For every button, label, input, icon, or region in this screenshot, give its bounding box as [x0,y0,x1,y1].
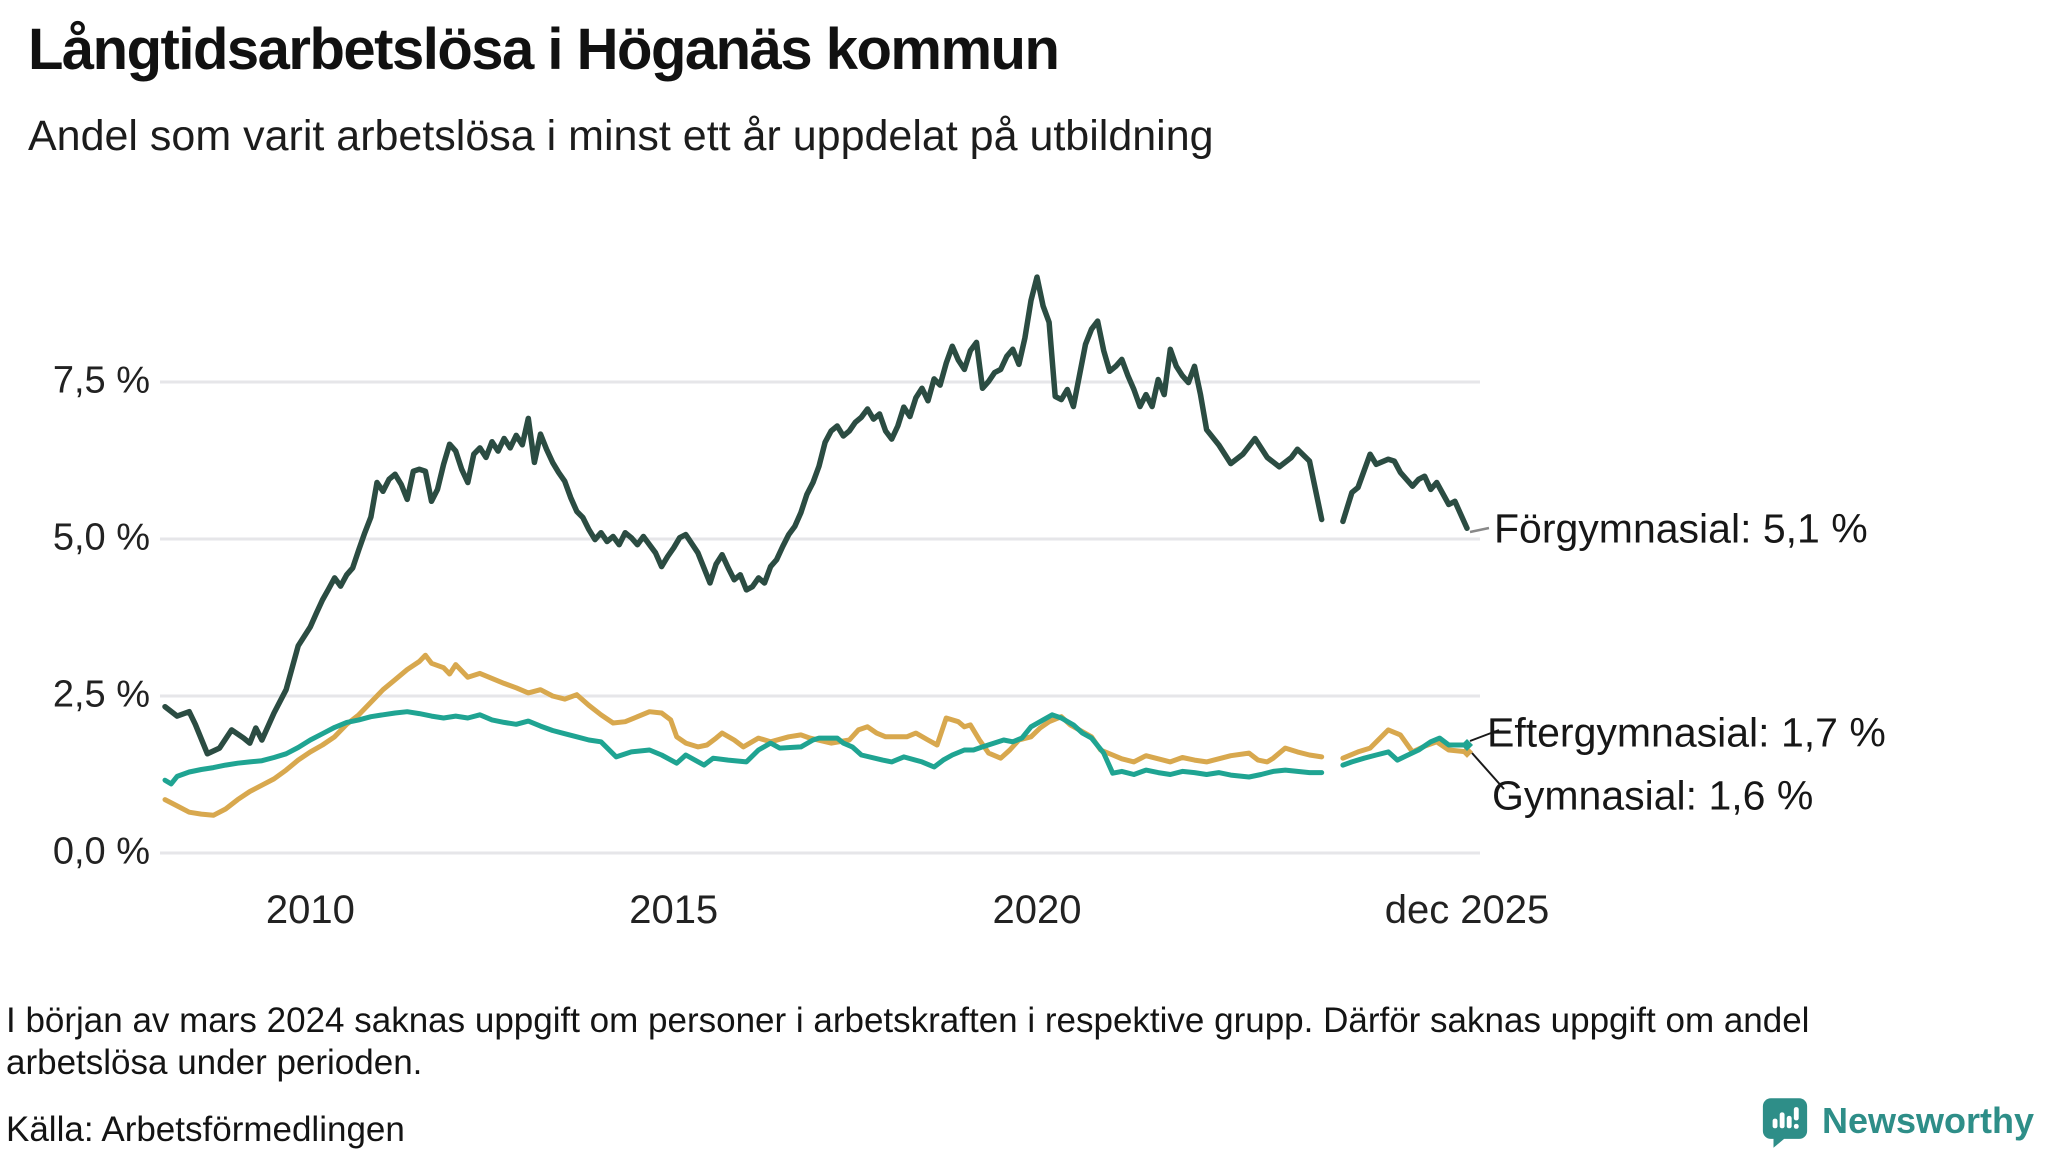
x-axis-tick-label: dec 2025 [1384,888,1550,932]
newsworthy-logo-text: Newsworthy [1822,1100,2035,1141]
series-line-gymnasial [162,652,1325,818]
series-label-forgymnasial: Förgymnasial: 5,1 % [1494,505,1868,552]
end-marker-eftergymnasial [1461,738,1473,751]
series-line-förgymnasial [1340,451,1470,532]
series-line-eftergymnasial [162,709,1325,787]
newsworthy-logo: Newsworthy [1762,1097,2034,1149]
speech-bubble-shape [1762,1098,1808,1148]
series-line-förgymnasial [162,274,1325,757]
x-axis-tick-label: 2010 [265,888,355,932]
connector-forgymnasial [1469,526,1490,534]
x-axis-tick-label: 2020 [992,888,1082,932]
end-marker-gymnasial [1461,745,1473,758]
series-label-eftergymnasial: Eftergymnasial: 1,7 % [1487,709,1886,756]
series-line-gymnasial [1340,727,1470,761]
x-axis-tick-label: 2015 [629,888,719,932]
y-axis-tick-label: 7,5 % [52,359,150,402]
series-line-eftergymnasial [1340,735,1470,768]
y-axis-tick-label: 5,0 % [52,516,150,559]
y-axis-tick-label: 0,0 % [52,830,150,873]
source-credit: Källa: Arbetsförmedlingen [6,1110,405,1149]
chart-footnote: I början av mars 2024 saknas uppgift om … [6,1001,1810,1083]
page-title: Långtidsarbetslösa i Höganäs kommun [28,17,1060,82]
bar-chart-glyph [1772,1107,1799,1129]
y-axis-tick-label: 2,5 % [52,673,150,716]
newsworthy-logo-icon [1762,1098,1808,1148]
series-label-gymnasial: Gymnasial: 1,6 % [1492,772,1814,819]
chart-subtitle: Andel som varit arbetslösa i minst ett å… [28,112,1214,160]
